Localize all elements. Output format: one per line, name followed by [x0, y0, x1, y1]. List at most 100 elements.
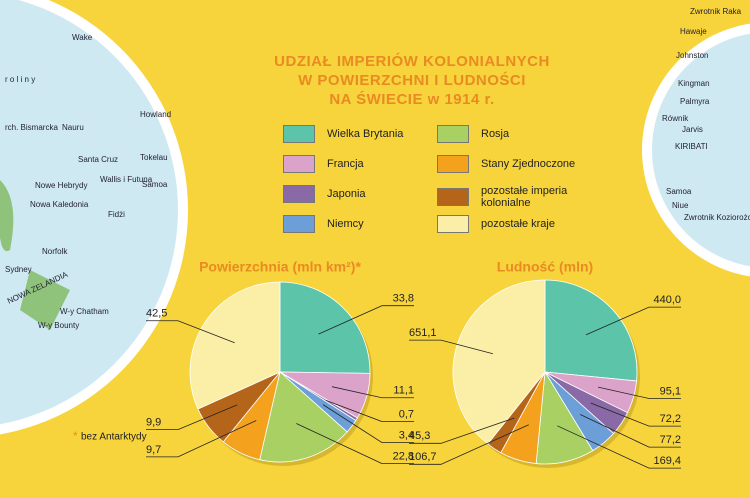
- leader-line: [146, 420, 257, 458]
- map-label: Sydney: [5, 265, 32, 274]
- map-label: r o l i n y: [5, 75, 35, 84]
- leader-line: [325, 399, 414, 422]
- map-label: KIRIBATI: [675, 142, 708, 151]
- legend-label: Niemcy: [327, 218, 364, 230]
- legend-label: Rosja: [481, 128, 510, 140]
- leader-line: [585, 306, 681, 336]
- map-label: Równik: [662, 114, 689, 123]
- leader-line: [322, 404, 414, 443]
- legend-label: pozostałe kraje: [481, 218, 555, 230]
- chart-title: Powierzchnia (mln km²)*: [199, 259, 361, 275]
- legend-swatch: [283, 125, 315, 143]
- legend-label: pozostałe imperia kolonialne: [481, 185, 568, 209]
- map-label: Kingman: [678, 79, 710, 88]
- value-label: 72,2: [660, 413, 681, 425]
- map-label: Samoa: [142, 180, 168, 189]
- value-label: 0,7: [399, 409, 414, 421]
- legend-swatch: [437, 155, 469, 173]
- map-label: Johnston: [676, 51, 708, 60]
- legend-item: pozostałe kraje: [437, 215, 597, 233]
- legend-item: Stany Zjednoczone: [437, 155, 597, 173]
- leader-line: [146, 320, 235, 344]
- legend-label: Wielka Brytania: [327, 128, 404, 140]
- legend-swatch: [283, 185, 315, 203]
- footnote: bez Antarktydy: [81, 432, 147, 443]
- legend-item: Wielka Brytania: [283, 125, 443, 143]
- land: [0, 180, 14, 252]
- value-label: 22,8: [393, 451, 414, 463]
- legend-swatch: [437, 188, 469, 206]
- globe-right: [652, 33, 750, 267]
- leader-line: [590, 402, 681, 427]
- title: NA ŚWIECIE w 1914 r.: [329, 90, 494, 108]
- value-label: 440,0: [653, 294, 681, 306]
- map-label: Wake: [72, 33, 93, 42]
- map-label: Fidżi: [108, 210, 125, 219]
- legend-label: Japonia: [327, 188, 366, 200]
- map-label: Nauru: [62, 123, 84, 132]
- map-label: Jarvis: [682, 125, 703, 134]
- legend-label: Stany Zjednoczone: [481, 158, 576, 170]
- map-label: Niue: [672, 201, 689, 210]
- value-label: 11,1: [393, 385, 414, 397]
- value-label: 3,4: [399, 430, 414, 442]
- map-label: Tokelau: [140, 153, 168, 162]
- pie-slice: [259, 371, 348, 463]
- footnote-marker: *: [73, 429, 78, 443]
- map-label: rch. Bismarcka: [5, 123, 58, 132]
- leader-line: [146, 404, 238, 431]
- pie-slice: [452, 279, 546, 445]
- leader-line: [580, 414, 681, 448]
- value-label: 77,2: [660, 434, 681, 446]
- leader-line: [557, 425, 681, 469]
- map-label: Hawaje: [680, 27, 707, 36]
- map-label: Santa Cruz: [78, 155, 118, 164]
- legend-swatch: [437, 215, 469, 233]
- map-label: Palmyra: [680, 97, 710, 106]
- legend-item: Rosja: [437, 125, 597, 143]
- value-label: 33,8: [393, 293, 414, 305]
- leader-line: [409, 424, 529, 465]
- value-label: 9,7: [146, 444, 161, 456]
- value-label: 9,9: [146, 417, 161, 429]
- legend-item: Francja: [283, 155, 443, 173]
- legend-swatch: [437, 125, 469, 143]
- legend-item: Japonia: [283, 185, 443, 203]
- globe-left: [0, 0, 178, 425]
- legend-item: Niemcy: [283, 215, 443, 233]
- map-label: Norfolk: [42, 247, 68, 256]
- pie-slice: [189, 281, 281, 410]
- value-label: 169,4: [653, 455, 681, 467]
- leader-line: [331, 386, 414, 399]
- map-label: Howland: [140, 110, 171, 119]
- leader-line: [409, 417, 515, 444]
- value-label: 42,5: [146, 308, 167, 320]
- land: [20, 270, 70, 330]
- legend-swatch: [283, 215, 315, 233]
- title: W POWIERZCHNI I LUDNOŚCI: [298, 71, 526, 89]
- leader-line: [597, 386, 681, 399]
- leader-line: [318, 305, 414, 335]
- map-label: W-y Bounty: [38, 321, 79, 330]
- map-label: Samoa: [666, 187, 692, 196]
- map-label: Nowe Hebrydy: [35, 181, 87, 190]
- value-label: 651,1: [409, 327, 437, 339]
- chart-title: Ludność (mln): [497, 259, 593, 275]
- legend-item: pozostałe imperia kolonialne: [437, 185, 597, 209]
- leader-line: [409, 339, 493, 355]
- map-label: Wallis i Futuna: [100, 175, 153, 184]
- map-label: W-y Chatham: [60, 307, 109, 316]
- pie-slice: [279, 281, 371, 374]
- map-label: Zwrotnik Koziorożca: [684, 213, 750, 222]
- value-label: 45,3: [409, 430, 430, 442]
- pie-slice: [544, 279, 638, 382]
- title: UDZIAŁ IMPERIÓW KOLONIALNYCH: [274, 52, 550, 70]
- legend-swatch: [283, 155, 315, 173]
- map-label: Nowa Kaledonia: [30, 200, 89, 209]
- map-label: Zwrotnik Raka: [690, 7, 742, 16]
- value-label: 106,7: [409, 451, 437, 463]
- leader-line: [296, 423, 414, 464]
- legend-label: Francja: [327, 158, 364, 170]
